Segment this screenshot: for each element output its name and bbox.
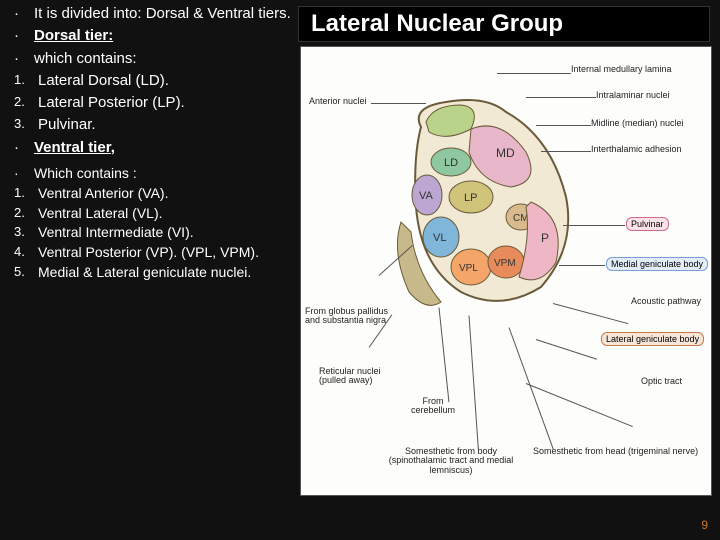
bullet-contains2: Which contains : — [34, 164, 294, 183]
bullet-contains: which contains: — [34, 49, 294, 69]
bullet-ventral-head: Ventral tier, — [34, 138, 294, 158]
label-gp: From globus pallidus and substantia nigr… — [305, 307, 395, 326]
label-mmn: Midline (median) nuclei — [591, 119, 684, 128]
label-ilm: Intralaminar nuclei — [596, 91, 670, 100]
ventral-item-2: Ventral Lateral (VL). — [38, 204, 294, 223]
title-box: Lateral Nuclear Group — [298, 6, 710, 42]
label-som2: Somesthetic from body (spinothalamic tra… — [371, 447, 531, 475]
svg-text:CM: CM — [513, 213, 529, 224]
ventral-item-1: Ventral Anterior (VA). — [38, 184, 294, 203]
dorsal-item-2: Lateral Posterior (LP). — [38, 93, 294, 113]
dorsal-item-1: Lateral Dorsal (LD). — [38, 71, 294, 91]
thalamus-shape: MD LD LP VA VL VPL VPM CM P — [391, 87, 591, 317]
svg-text:VPM: VPM — [494, 258, 516, 269]
label-ita: Interthalamic adhesion — [591, 145, 682, 154]
ventral-item-4: Ventral Posterior (VP). (VPL, VPM). — [38, 243, 294, 262]
pill-mgb: Medial geniculate body — [606, 257, 708, 271]
label-ot: Optic tract — [641, 377, 682, 386]
label-ret: Reticular nuclei (pulled away) — [319, 367, 381, 386]
svg-text:VA: VA — [419, 190, 434, 202]
left-content: ·It is divided into: Dorsal & Ventral ti… — [10, 4, 294, 283]
thalamus-diagram: MD LD LP VA VL VPL VPM CM P — [300, 46, 712, 496]
ventral-item-3: Ventral Intermediate (VI). — [38, 223, 294, 242]
pill-pulvinar: Pulvinar — [626, 217, 669, 231]
svg-text:P: P — [541, 231, 549, 245]
svg-text:MD: MD — [496, 146, 515, 160]
svg-text:LP: LP — [464, 192, 477, 204]
bullet-intro: It is divided into: Dorsal & Ventral tie… — [34, 4, 294, 24]
pill-lgb: Lateral geniculate body — [601, 332, 704, 346]
page-number: 9 — [701, 518, 708, 532]
dorsal-item-3: Pulvinar. — [38, 115, 294, 135]
svg-text:LD: LD — [444, 157, 458, 169]
label-ap: Acoustic pathway — [631, 297, 701, 306]
svg-text:VPL: VPL — [459, 263, 478, 274]
label-som: Somesthetic from head (trigeminal nerve) — [533, 447, 703, 456]
bullet-dorsal-head: Dorsal tier: — [34, 26, 294, 46]
ventral-item-5: Medial & Lateral geniculate nuclei. — [38, 263, 294, 282]
svg-text:VL: VL — [433, 232, 446, 244]
page-title: Lateral Nuclear Group — [311, 10, 563, 38]
label-iml: Internal medullary lamina — [571, 65, 672, 74]
slide: Lateral Nuclear Group ·It is divided int… — [0, 0, 720, 540]
label-ant: Anterior nuclei — [309, 97, 367, 106]
